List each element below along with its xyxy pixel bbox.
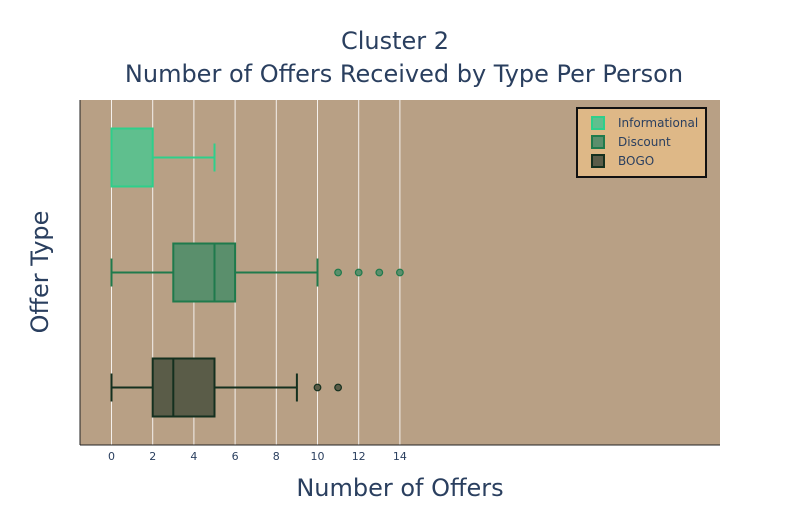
outlier-point-bogo [334, 383, 343, 392]
box-informational [110, 127, 216, 188]
outlier-point-discount [334, 268, 343, 277]
x-tick-label-10: 10 [311, 450, 325, 463]
box-plots [110, 127, 404, 418]
chart-title: Cluster 2 [341, 27, 449, 55]
box-bogo [110, 357, 343, 418]
legend-swatch-informational [591, 116, 605, 130]
legend-label-bogo: BOGO [618, 154, 654, 168]
outlier-point-discount [375, 268, 384, 277]
chart-subtitle: Number of Offers Received by Type Per Pe… [125, 60, 683, 88]
box-discount [110, 242, 404, 303]
x-tick-label-12: 12 [352, 450, 366, 463]
legend-swatch-discount [591, 135, 605, 149]
x-tick-label-4: 4 [190, 450, 197, 463]
x-axis-title: Number of Offers [296, 474, 503, 502]
outlier-point-discount [354, 268, 363, 277]
iqr-box-bogo [151, 357, 216, 418]
x-tick-label-0: 0 [108, 450, 115, 463]
x-tick-labels: 0 2 4 6 8 10 12 14 [108, 450, 407, 463]
iqr-box-discount [172, 242, 237, 303]
x-tick-label-6: 6 [232, 450, 239, 463]
legend-swatch-bogo [591, 154, 605, 168]
legend[interactable]: Informational Discount BOGO [576, 107, 707, 178]
x-tick-label-8: 8 [273, 450, 280, 463]
x-tick-label-14: 14 [393, 450, 407, 463]
legend-label-informational: Informational [618, 116, 698, 130]
x-tick-label-2: 2 [149, 450, 156, 463]
y-axis-title: Offer Type [26, 211, 54, 334]
legend-label-discount: Discount [618, 135, 671, 149]
iqr-box-informational [110, 127, 154, 188]
outlier-point-discount [396, 268, 404, 277]
outlier-point-bogo [313, 383, 322, 392]
